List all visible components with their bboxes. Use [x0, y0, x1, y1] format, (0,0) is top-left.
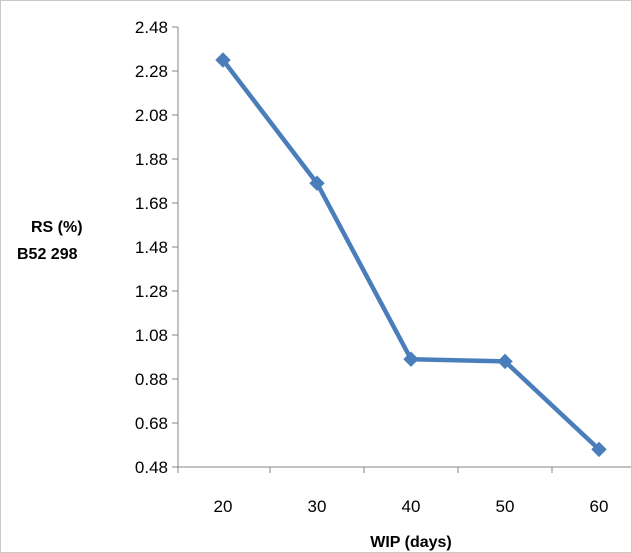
- y-axis-title-line-2: B52 298: [17, 246, 78, 263]
- x-tick-label: 30: [308, 497, 327, 516]
- data-point-marker: [497, 353, 513, 370]
- x-axis-title: WIP (days): [370, 534, 452, 551]
- y-tick-label: 0.68: [135, 414, 168, 433]
- data-point-marker: [403, 351, 419, 367]
- y-tick-label: 0.88: [135, 370, 168, 389]
- series-layer: [215, 52, 607, 458]
- x-tick-label: 60: [590, 497, 609, 516]
- y-tick-label: 1.28: [135, 282, 168, 301]
- data-point-marker: [215, 52, 231, 68]
- x-axis-ticks: 20 30 40 50 60: [177, 467, 609, 516]
- series-line: [220, 57, 602, 452]
- x-tick-label: 40: [402, 497, 421, 516]
- y-tick-label: 1.68: [135, 194, 168, 213]
- y-tick-label: 1.88: [135, 150, 168, 169]
- y-tick-label: 1.08: [135, 326, 168, 345]
- y-tick-label: 1.48: [135, 238, 168, 257]
- x-tick-label: 20: [214, 497, 233, 516]
- y-tick-label: 0.48: [135, 458, 168, 477]
- y-tick-label: 2.08: [135, 106, 168, 125]
- y-axis-ticks: 0.48 0.68 0.88 1.08 1.28 1.48 1.68 1.88 2.08 2.28…: [135, 18, 178, 477]
- y-tick-label: 2.48: [135, 18, 168, 37]
- data-point-marker: [591, 441, 607, 458]
- y-tick-label: 2.28: [135, 62, 168, 81]
- data-point-marker: [309, 175, 325, 191]
- y-axis-title-line-1: RS (%): [31, 219, 83, 236]
- x-tick-label: 50: [496, 497, 515, 516]
